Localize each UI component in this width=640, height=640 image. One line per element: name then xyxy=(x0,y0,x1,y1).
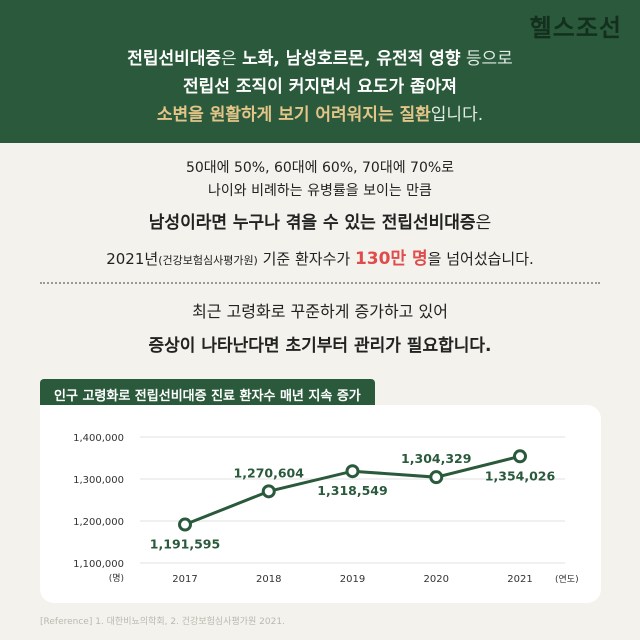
data-label: 1,304,329 xyxy=(401,451,471,466)
headline-line-1-segment: 남성호르몬 xyxy=(285,49,364,69)
body-line-2: 나이와 비례하는 유병률을 보이는 만큼 xyxy=(208,183,432,199)
headline-line-1-segment: , xyxy=(363,49,377,69)
headline-line-1-segment: 노화 xyxy=(242,49,274,69)
line-chart: 1,100,000 1,200,000 1,300,000 1,400,000 (명) 2… xyxy=(73,433,579,585)
year-text: 2021년 xyxy=(106,250,159,268)
data-point xyxy=(261,484,276,499)
headline-line-1-segment: 유전적 영향 xyxy=(376,49,461,69)
data-label: 1,191,595 xyxy=(150,537,220,552)
headline-line-1-segment: 은 xyxy=(221,49,243,69)
reference-note: [Reference] 1. 대한비뇨의학회, 2. 건강보험심사평가원 202… xyxy=(40,617,285,627)
source-text: (건강보험심사평가원) xyxy=(158,254,258,267)
body-line-3-bold: 남성이라면 누구나 겪을 수 있는 전립선비대증 xyxy=(148,213,476,233)
headline-tail: 입니다. xyxy=(430,105,484,125)
body-line-4: 2021년(건강보험심사평가원) 기준 환자수가 130만 명을 넘어섰습니다. xyxy=(0,244,640,269)
x-tick-label: 2019 xyxy=(340,574,365,585)
data-point xyxy=(429,470,444,485)
body-line-6: 증상이 나타난다면 초기부터 관리가 필요합니다. xyxy=(148,336,492,356)
chart-card: 1,100,000 1,200,000 1,300,000 1,400,000 (명) 2… xyxy=(40,405,601,603)
body-line-4-tail: 을 넘어섰습니다. xyxy=(427,250,534,268)
x-tick-label: 2021 xyxy=(507,574,532,585)
y-tick-label: 1,400,000 xyxy=(73,433,124,444)
data-point xyxy=(178,517,192,532)
header-banner: 헬스조선 전립선비대증은 노화, 남성호르몬, 유전적 영향 등으로 전립선 조… xyxy=(0,0,640,143)
brand-logo: 헬스조선 xyxy=(529,14,622,42)
body-line-3: 남성이라면 누구나 겪을 수 있는 전립선비대증은 xyxy=(0,208,640,233)
patient-count-highlight: 130만 명 xyxy=(354,249,428,269)
y-tick-label: 1,200,000 xyxy=(73,517,124,528)
headline-line-3: 소변을 원활하게 보기 어려워지는 질환입니다. xyxy=(0,100,640,125)
body-line-1: 50대에 50%, 60대에 60%, 70대에 70%로 xyxy=(185,160,455,176)
headline-line-1: 전립선비대증은 노화, 남성호르몬, 유전적 영향 등으로 xyxy=(0,44,640,69)
headline-highlight: 소변을 원활하게 보기 어려워지는 질환 xyxy=(156,105,431,125)
y-tick-label: 1,300,000 xyxy=(73,475,124,486)
data-label: 1,318,549 xyxy=(317,483,387,498)
x-tick-label: 2020 xyxy=(424,574,449,585)
data-point xyxy=(513,449,527,464)
headline-line-1-segment: 전립선비대증 xyxy=(127,49,222,69)
data-label: 1,354,026 xyxy=(485,468,556,483)
headline-line-1-segment: , xyxy=(273,49,286,69)
headline-line-2: 전립선 조직이 커지면서 요도가 좁아져 xyxy=(183,77,457,97)
data-point xyxy=(345,464,360,479)
y-unit-label: (명) xyxy=(109,573,124,584)
y-tick-label: 1,100,000 xyxy=(73,559,124,570)
x-tick-label: 2018 xyxy=(256,574,281,585)
dotted-divider xyxy=(40,282,600,284)
body-line-4-mid: 기준 환자수가 xyxy=(257,250,355,268)
body-line-3-tail: 은 xyxy=(475,213,492,233)
headline-line-1-segment: 등으로 xyxy=(460,49,513,69)
data-label: 1,270,604 xyxy=(234,465,305,480)
body-line-5: 최근 고령화로 꾸준하게 증가하고 있어 xyxy=(192,302,448,321)
x-unit-label: (연도) xyxy=(555,574,579,585)
x-tick-label: 2017 xyxy=(172,574,197,585)
